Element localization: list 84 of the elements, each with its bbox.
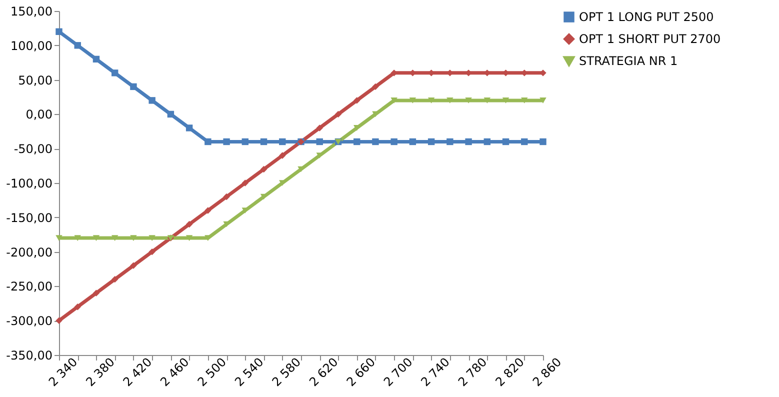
point (92, 56, 100, 63)
point (111, 70, 118, 76)
point (334, 110, 342, 118)
point (148, 235, 156, 241)
legend-label: STRATEGIA NR 1 (579, 54, 678, 68)
x-tick-label: 2 780 (455, 354, 490, 390)
x-tick-label: 2 380 (83, 354, 118, 390)
point (186, 124, 193, 132)
y-tick-label: 0,00 (26, 108, 52, 122)
legend-label: OPT 1 LONG PUT 2500 (579, 10, 714, 24)
point (540, 138, 546, 146)
x-tick-label: 2 820 (492, 354, 527, 390)
point (279, 138, 286, 146)
x-tick-label: 2 660 (344, 354, 378, 390)
legend-label: OPT 1 SHORT PUT 2700 (579, 32, 721, 46)
point (223, 193, 230, 200)
y-tick-label: 150,00 (10, 4, 52, 18)
point (148, 97, 156, 104)
point (74, 42, 81, 49)
point (372, 83, 379, 90)
x-tick-label: 2 580 (269, 354, 304, 390)
point (56, 317, 62, 324)
point (92, 235, 100, 241)
y-tick-label: 100,00 (10, 38, 52, 53)
point (223, 138, 230, 146)
x-tick-label: 2 740 (418, 354, 452, 390)
point (428, 138, 435, 146)
point (186, 220, 193, 228)
x-tick-label: 2 860 (530, 354, 564, 390)
point (130, 262, 137, 269)
point (204, 138, 212, 146)
point (130, 235, 137, 241)
y-tick-label: -150,00 (6, 210, 52, 225)
point (74, 235, 81, 241)
point (409, 98, 416, 104)
x-tick-label: 2 460 (158, 354, 192, 390)
x-tick-label: 2 420 (120, 354, 155, 390)
y-tick-label: 50,00 (18, 73, 52, 88)
point (484, 138, 491, 146)
point (167, 110, 174, 118)
point (260, 166, 268, 173)
point (540, 98, 546, 104)
point (56, 28, 62, 35)
y-tick-label: -100,00 (6, 176, 52, 190)
y-tick-label: -350,00 (6, 348, 52, 362)
point (353, 138, 360, 146)
y-tick-label: -300,00 (6, 314, 52, 328)
point (390, 138, 398, 146)
point (465, 98, 472, 104)
point (148, 248, 156, 256)
point (74, 303, 81, 310)
point (390, 98, 398, 104)
point (242, 138, 249, 146)
x-tick-label: 2 700 (381, 354, 416, 390)
point (502, 98, 510, 104)
point (242, 180, 249, 186)
point (484, 98, 491, 104)
y-tick-label: -200,00 (6, 245, 52, 260)
point (446, 98, 454, 104)
point (111, 235, 118, 241)
point (316, 124, 323, 132)
point (502, 138, 510, 146)
point (260, 138, 268, 146)
y-tick-label: -50,00 (14, 142, 52, 156)
point (372, 138, 379, 146)
y-tick-label: -250,00 (6, 280, 52, 294)
x-tick-label: 2 500 (194, 354, 230, 390)
point (521, 98, 528, 104)
point (111, 276, 118, 283)
point (279, 152, 286, 159)
point (204, 207, 212, 214)
x-tick-label: 2 540 (232, 354, 266, 390)
point (353, 97, 360, 104)
x-tick-label: 2 620 (306, 354, 341, 390)
point (465, 138, 472, 146)
point (409, 138, 416, 146)
point (92, 290, 100, 296)
point (186, 235, 193, 241)
point (56, 235, 62, 241)
point (130, 83, 137, 90)
point (521, 138, 528, 146)
point (316, 138, 323, 146)
point (428, 98, 435, 104)
point (446, 138, 454, 146)
